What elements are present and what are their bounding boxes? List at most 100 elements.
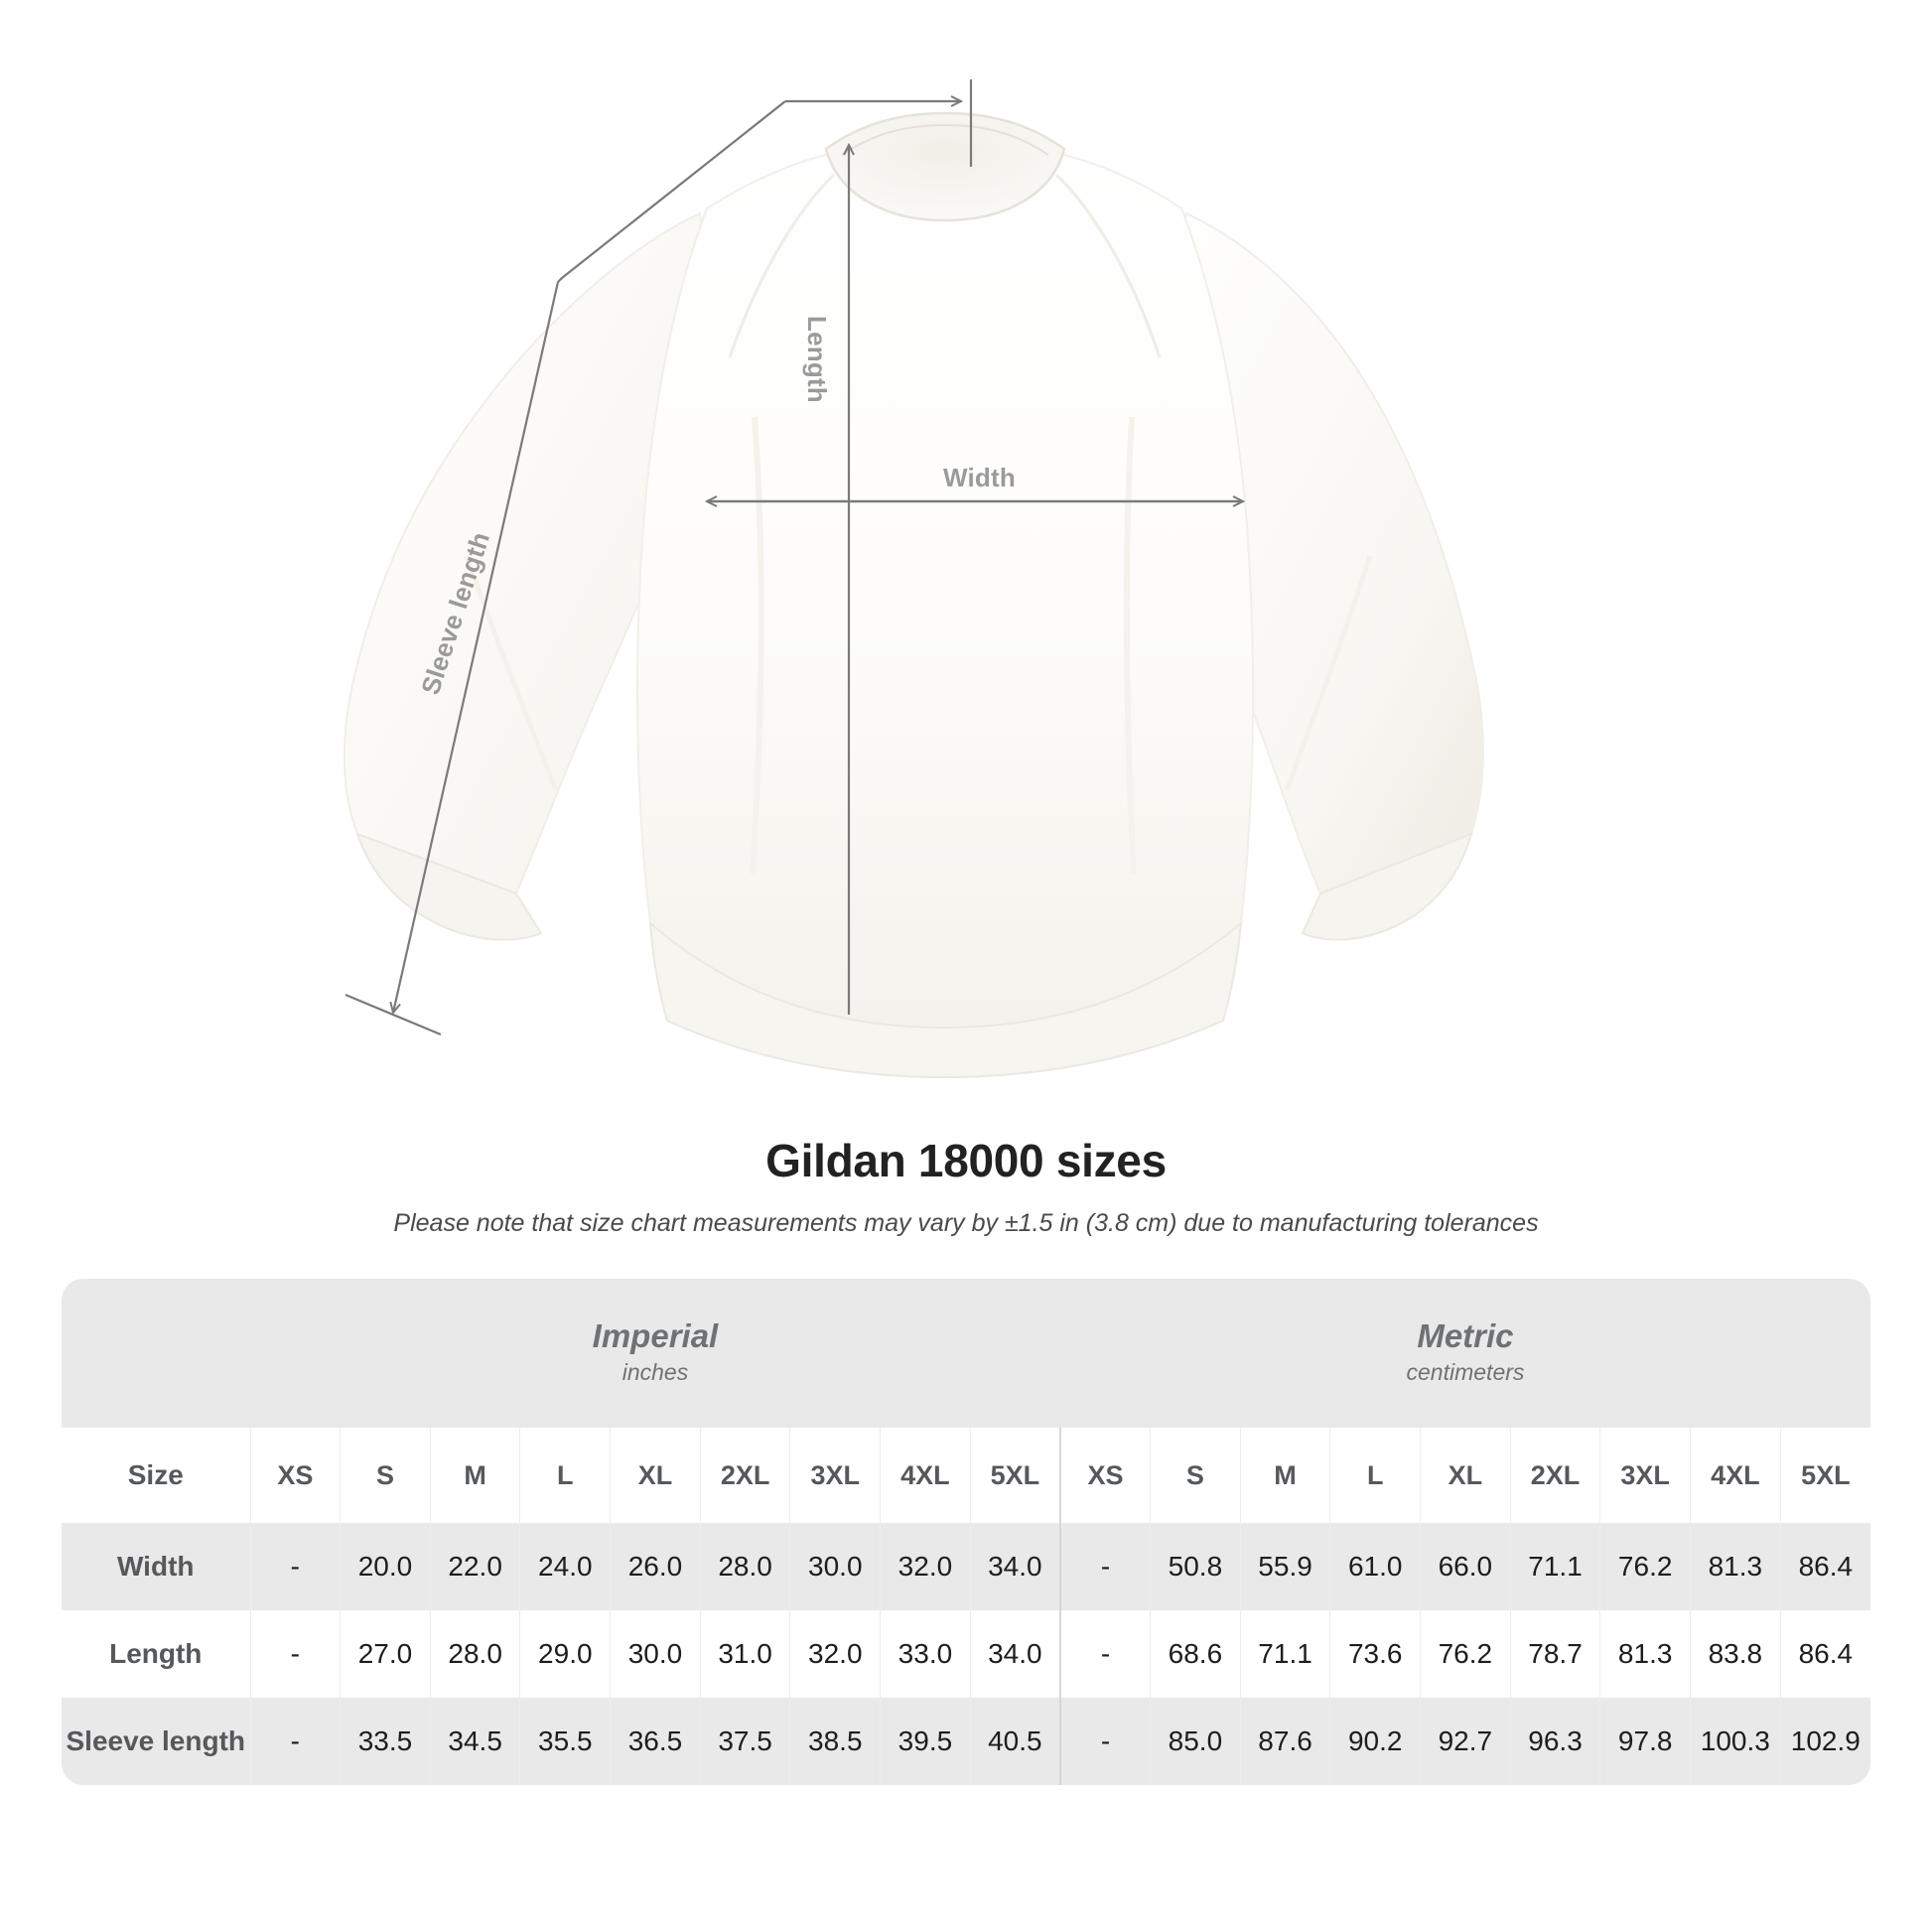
cell-metric-4xl: 83.8 xyxy=(1690,1610,1781,1698)
row-header-label: Length xyxy=(62,1610,250,1698)
unit-banner-row: Imperial inches Metric centimeters xyxy=(62,1279,1870,1428)
cell-imperial-5xl: 40.5 xyxy=(969,1698,1060,1785)
unit-name: Metric xyxy=(1417,1316,1514,1354)
cell-imperial-xl: 36.5 xyxy=(610,1698,701,1785)
cell-metric-5xl: 86.4 xyxy=(1779,1610,1870,1698)
cell-imperial-4xl: 39.5 xyxy=(880,1698,971,1785)
cell-metric-2xl: 96.3 xyxy=(1509,1698,1600,1785)
size-column-header-xs-imperial: XS xyxy=(249,1428,341,1523)
cell-imperial-3xl: 30.0 xyxy=(789,1523,881,1610)
banner-spacer xyxy=(62,1279,250,1428)
cell-metric-s: 85.0 xyxy=(1150,1698,1241,1785)
size-column-header-l-imperial: L xyxy=(519,1428,611,1523)
cell-metric-l: 73.6 xyxy=(1329,1610,1421,1698)
cell-metric-m: 71.1 xyxy=(1239,1610,1330,1698)
cell-imperial-3xl: 32.0 xyxy=(789,1610,881,1698)
cell-imperial-l: 29.0 xyxy=(519,1610,611,1698)
size-column-header-2xl-metric: 2XL xyxy=(1509,1428,1600,1523)
cell-imperial-l: 35.5 xyxy=(519,1698,611,1785)
size-column-header-3xl-imperial: 3XL xyxy=(789,1428,881,1523)
cell-imperial-2xl: 37.5 xyxy=(699,1698,790,1785)
unit-banner-imperial: Imperial inches xyxy=(250,1279,1060,1428)
size-column-header-xs-metric: XS xyxy=(1058,1428,1151,1523)
cell-metric-s: 68.6 xyxy=(1150,1610,1241,1698)
length-measure-label: Length xyxy=(802,316,832,403)
cell-metric-xs: - xyxy=(1058,1698,1151,1785)
cell-imperial-l: 24.0 xyxy=(519,1523,611,1610)
size-column-header-4xl-imperial: 4XL xyxy=(880,1428,971,1523)
title-block: Gildan 18000 sizes Please note that size… xyxy=(0,1134,1932,1238)
sleeve-diagonal-lower xyxy=(389,281,560,1016)
cell-imperial-xs: - xyxy=(249,1523,341,1610)
cell-metric-xl: 76.2 xyxy=(1420,1610,1511,1698)
row-header-label: Sleeve length xyxy=(62,1698,250,1785)
cell-metric-5xl: 102.9 xyxy=(1779,1698,1870,1785)
cell-metric-5xl: 86.4 xyxy=(1779,1523,1870,1610)
cell-metric-s: 50.8 xyxy=(1150,1523,1241,1610)
cell-metric-m: 55.9 xyxy=(1239,1523,1330,1610)
cell-imperial-5xl: 34.0 xyxy=(969,1610,1060,1698)
cell-imperial-s: 27.0 xyxy=(340,1610,431,1698)
size-header-label: Size xyxy=(62,1428,250,1523)
measurement-guides xyxy=(345,79,1246,1036)
size-column-header-xl-imperial: XL xyxy=(610,1428,701,1523)
cell-metric-2xl: 71.1 xyxy=(1509,1523,1600,1610)
cell-metric-xl: 92.7 xyxy=(1420,1698,1511,1785)
size-column-header-3xl-metric: 3XL xyxy=(1599,1428,1691,1523)
cell-imperial-5xl: 34.0 xyxy=(969,1523,1060,1610)
cell-metric-3xl: 97.8 xyxy=(1599,1698,1691,1785)
unit-sublabel: inches xyxy=(621,1358,689,1385)
unit-sublabel: centimeters xyxy=(1406,1358,1525,1385)
size-column-header-l-metric: L xyxy=(1329,1428,1421,1523)
size-column-header-s-imperial: S xyxy=(340,1428,431,1523)
table-row: Length -27.0 28.0 29.0 30.0 31.0 32.0 33.0 34.0-… xyxy=(62,1610,1870,1698)
cell-metric-xs: - xyxy=(1058,1610,1151,1698)
size-chart-table: Imperial inches Metric centimeters Size XS S M L… xyxy=(62,1279,1870,1785)
cell-metric-xl: 66.0 xyxy=(1420,1523,1511,1610)
cell-imperial-xl: 26.0 xyxy=(610,1523,701,1610)
unit-name: Imperial xyxy=(592,1316,719,1354)
size-column-header-2xl-imperial: 2XL xyxy=(699,1428,790,1523)
cell-imperial-2xl: 31.0 xyxy=(699,1610,790,1698)
cell-metric-m: 87.6 xyxy=(1239,1698,1330,1785)
sweatshirt-artwork xyxy=(343,111,1484,1079)
cell-metric-2xl: 78.7 xyxy=(1509,1610,1600,1698)
cell-metric-4xl: 81.3 xyxy=(1690,1523,1781,1610)
cell-metric-3xl: 81.3 xyxy=(1599,1610,1691,1698)
cell-metric-l: 90.2 xyxy=(1329,1698,1421,1785)
row-header-label: Width xyxy=(62,1523,250,1610)
table-row: Sleeve length -33.5 34.5 35.5 36.5 37.5 38.5 39… xyxy=(62,1698,1870,1785)
size-header-row: Size XS S M L XL 2XL 3XL 4XL 5XL XS S M L XL 2XL 3XL 4XL 5… xyxy=(62,1428,1870,1523)
size-chart-table-wrapper: Imperial inches Metric centimeters Size XS S M L… xyxy=(62,1279,1870,1785)
sleeve-bottom-tick xyxy=(345,993,442,1036)
size-column-header-5xl-metric: 5XL xyxy=(1779,1428,1870,1523)
cell-imperial-xl: 30.0 xyxy=(610,1610,701,1698)
page-title: Gildan 18000 sizes xyxy=(765,1135,1167,1186)
page-subtitle: Please note that size chart measurements… xyxy=(393,1209,1539,1237)
cell-metric-4xl: 100.3 xyxy=(1690,1698,1781,1785)
size-column-header-4xl-metric: 4XL xyxy=(1690,1428,1781,1523)
size-column-header-m-imperial: M xyxy=(429,1428,520,1523)
width-measure-label: Width xyxy=(943,463,1016,492)
cell-imperial-4xl: 32.0 xyxy=(880,1523,971,1610)
cell-imperial-xs: - xyxy=(249,1698,341,1785)
size-column-header-xl-metric: XL xyxy=(1420,1428,1511,1523)
cell-imperial-4xl: 33.0 xyxy=(880,1610,971,1698)
sweatshirt-illustration-svg xyxy=(343,79,1484,1079)
table-row: Width -20.0 22.0 24.0 26.0 28.0 30.0 32.0 34.0-5… xyxy=(62,1523,1870,1610)
cell-metric-l: 61.0 xyxy=(1329,1523,1421,1610)
cell-imperial-xs: - xyxy=(249,1610,341,1698)
cell-imperial-2xl: 28.0 xyxy=(699,1523,790,1610)
cell-metric-xs: - xyxy=(1058,1523,1151,1610)
size-column-header-s-metric: S xyxy=(1150,1428,1241,1523)
cell-imperial-s: 20.0 xyxy=(340,1523,431,1610)
unit-banner-metric: Metric centimeters xyxy=(1059,1279,1870,1428)
garment-measurement-illustration: Length Width Sleeve length xyxy=(343,79,1484,1079)
size-column-header-m-metric: M xyxy=(1239,1428,1330,1523)
size-column-header-5xl-imperial: 5XL xyxy=(969,1428,1060,1523)
cell-imperial-m: 28.0 xyxy=(429,1610,520,1698)
cell-imperial-m: 34.5 xyxy=(429,1698,520,1785)
cell-metric-3xl: 76.2 xyxy=(1599,1523,1691,1610)
cell-imperial-m: 22.0 xyxy=(429,1523,520,1610)
sleeve-diagonal-upper xyxy=(557,100,786,283)
